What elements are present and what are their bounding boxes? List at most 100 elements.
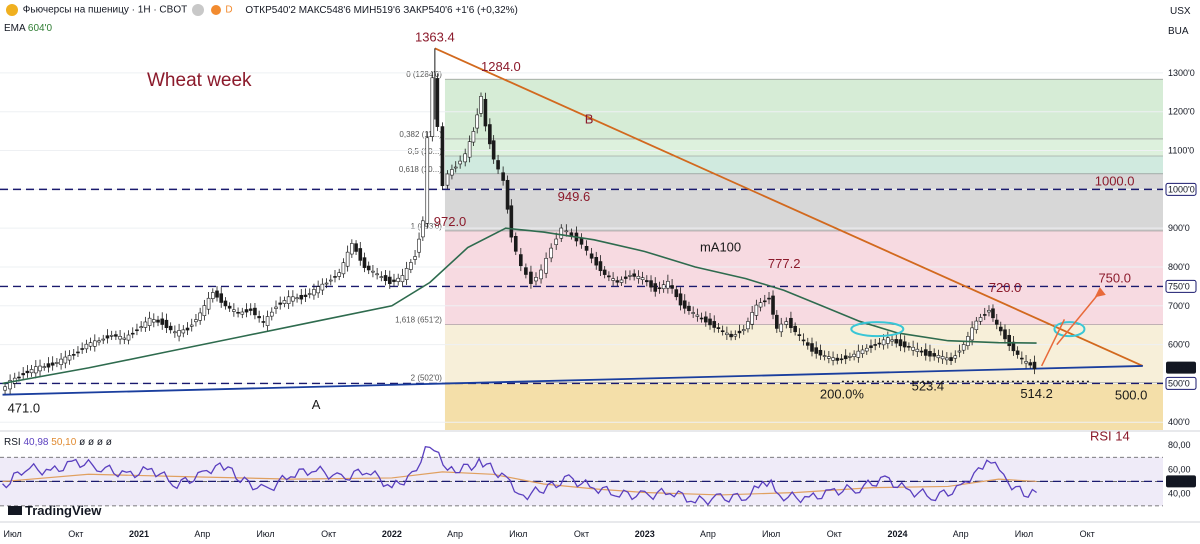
candle-body bbox=[354, 243, 358, 252]
candle-body bbox=[779, 323, 784, 333]
candle bbox=[839, 353, 844, 364]
candle-body bbox=[282, 300, 287, 304]
candle-body bbox=[704, 316, 708, 323]
candle-body bbox=[1024, 361, 1028, 364]
candle bbox=[762, 294, 767, 307]
rsi-name-label: RSI 14 bbox=[1090, 428, 1130, 443]
annotation-label: A bbox=[312, 397, 321, 412]
symbol-title[interactable]: Фьючерсы на пшеницу · 1Н · CBOT bbox=[22, 4, 188, 16]
candle bbox=[375, 267, 379, 280]
price-tick-label: 1200'0 bbox=[1168, 107, 1195, 117]
candle bbox=[771, 290, 775, 320]
candle bbox=[345, 245, 350, 272]
candle bbox=[814, 341, 819, 359]
rsi-label: RSI bbox=[4, 437, 21, 448]
candle-body bbox=[839, 358, 844, 361]
fib-zone bbox=[444, 230, 1164, 325]
candle-body bbox=[564, 230, 569, 233]
candle-body bbox=[453, 166, 458, 169]
candle-body bbox=[147, 317, 152, 326]
ma100-path bbox=[2, 227, 1037, 385]
annotation-label: mA100 bbox=[700, 239, 741, 254]
candle-body bbox=[509, 205, 514, 238]
candle-body bbox=[219, 293, 224, 303]
candle bbox=[699, 312, 704, 323]
candle bbox=[822, 350, 827, 361]
candle-body bbox=[584, 245, 589, 251]
candle-body bbox=[754, 304, 759, 316]
candle-body bbox=[421, 220, 425, 238]
buy-label[interactable]: BUA bbox=[1168, 26, 1189, 37]
price-axis: 400'0 500'0 600'0 700'0 800'0 900'0 1000'0 1100… bbox=[1163, 0, 1200, 544]
candle-body bbox=[940, 356, 945, 360]
candle bbox=[320, 278, 325, 295]
candle bbox=[392, 273, 396, 287]
candle bbox=[649, 275, 653, 292]
candle bbox=[810, 337, 814, 357]
rsi-current-tag: 50,16 bbox=[1169, 476, 1192, 486]
price-tag-box bbox=[1165, 279, 1197, 293]
candle-body bbox=[682, 300, 687, 309]
time-tick-label: Июл bbox=[256, 529, 274, 539]
annotation-label: 949.6 bbox=[558, 189, 591, 204]
time-tick-label: Окт bbox=[574, 529, 589, 539]
candle-body bbox=[67, 355, 72, 361]
candle-body bbox=[936, 355, 941, 359]
candle-body bbox=[549, 247, 553, 259]
candle-body bbox=[232, 309, 236, 312]
candle-body bbox=[695, 314, 700, 317]
rsi-value: 40,98 bbox=[23, 437, 49, 448]
candle-body bbox=[640, 277, 645, 280]
candle-body bbox=[409, 262, 413, 270]
candle-body bbox=[328, 279, 333, 282]
candle bbox=[109, 330, 114, 340]
candle-body bbox=[928, 351, 932, 357]
rsi-pane: RSI 14 40,00 60,00 80,00 50,16 bbox=[0, 428, 1200, 507]
candle bbox=[902, 335, 907, 353]
symbol-header: Фьючерсы на пшеницу · 1Н · CBOT D ОТКР54… bbox=[4, 4, 518, 16]
candle-body bbox=[725, 332, 729, 335]
time-axis: Июл Окт 2021 Апр Июл Окт 2022 Апр Июл Окт 2023 Апр И… bbox=[0, 521, 1200, 539]
candle-body bbox=[1003, 329, 1007, 340]
candle bbox=[93, 334, 97, 352]
candle-body bbox=[29, 369, 34, 374]
candle-body bbox=[519, 254, 523, 267]
candle-body bbox=[970, 327, 974, 341]
rsi-legend[interactable]: RSI 40,98 50,10 ø ø ø ø bbox=[4, 437, 112, 448]
candle-body bbox=[189, 324, 194, 327]
candle-body bbox=[890, 339, 894, 342]
candle-body bbox=[366, 265, 371, 271]
candle-body bbox=[589, 253, 594, 259]
candle-body bbox=[139, 326, 143, 329]
candle-body bbox=[674, 289, 679, 298]
candle bbox=[729, 330, 733, 341]
candle-body bbox=[430, 77, 435, 137]
candle bbox=[232, 303, 236, 317]
candle-body bbox=[248, 308, 253, 311]
candle bbox=[818, 344, 823, 360]
fib-level-label: 1 (893'0) bbox=[411, 222, 443, 231]
annotation-label: 500.0 bbox=[1115, 387, 1148, 402]
candle-body bbox=[835, 357, 840, 361]
candle-body bbox=[789, 317, 793, 329]
candle-body bbox=[269, 311, 274, 317]
currency-label[interactable]: USX bbox=[1170, 6, 1191, 17]
annotation-label: 1363.4 bbox=[415, 29, 455, 44]
candle-body bbox=[257, 316, 261, 319]
candle bbox=[598, 255, 603, 276]
candle-body bbox=[534, 277, 538, 282]
candle bbox=[544, 252, 548, 279]
candle bbox=[678, 287, 683, 311]
candle-body bbox=[261, 321, 266, 323]
candle bbox=[354, 240, 358, 255]
tradingview-logo: TradingView bbox=[8, 503, 101, 518]
candle bbox=[328, 274, 333, 286]
candle-body bbox=[488, 124, 492, 145]
candle bbox=[181, 325, 186, 338]
price-tag-label: 540'6 bbox=[1168, 363, 1190, 373]
candle bbox=[708, 313, 712, 330]
ema-legend[interactable]: EMA 604'0 bbox=[4, 23, 52, 34]
candle bbox=[831, 351, 835, 366]
time-tick-label: Окт bbox=[827, 529, 842, 539]
